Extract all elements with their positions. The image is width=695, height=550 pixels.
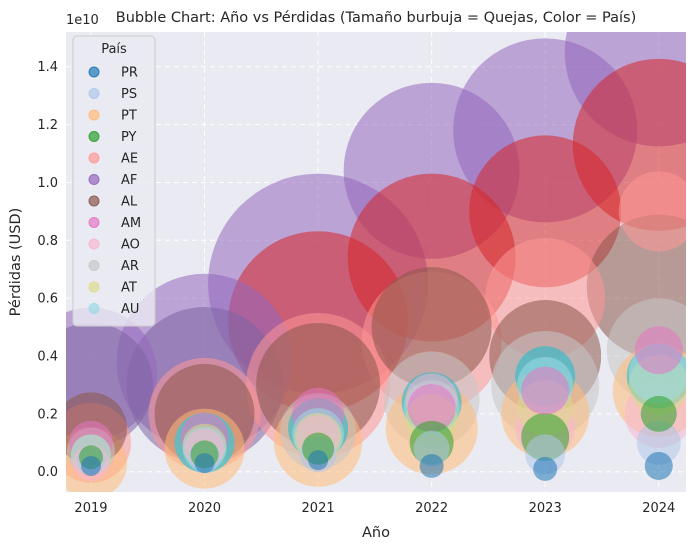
x-axis-ticks: 2019 2020 2021 2022 2023 2024 (74, 501, 675, 516)
legend-label: AO (121, 238, 140, 253)
x-tick-label: 2020 (188, 501, 221, 516)
y-tick-label: 1.2 (37, 118, 58, 133)
y-tick-label: 0.8 (37, 234, 58, 249)
bubble-ps (413, 430, 450, 467)
legend-label: PR (121, 66, 138, 81)
legend-marker (88, 131, 100, 142)
bubble-pr (80, 455, 101, 476)
legend-marker (88, 174, 100, 185)
legend-item-am: AM (88, 216, 141, 231)
legend-marker (88, 66, 100, 78)
legend-box (72, 35, 156, 327)
legend-label: AE (121, 152, 138, 167)
legend-item-ae: AE (88, 152, 138, 167)
legend-label: AF (121, 173, 137, 188)
legend-items: PR PS PT PY AE AF AL AM AO AR AT AU (88, 66, 141, 317)
bubble-pr (533, 456, 558, 481)
legend-item-au: AU (88, 302, 139, 317)
x-tick-label: 2019 (74, 501, 107, 516)
bubble-pr (308, 450, 329, 471)
x-axis-title: Año (362, 525, 390, 541)
bubble-am (634, 326, 683, 375)
legend-title: País (101, 42, 127, 57)
legend: País PR PS PT PY AE AF AL AM AO AR AT AU (72, 35, 156, 327)
legend-marker (88, 281, 100, 293)
legend-label: PS (121, 87, 137, 102)
legend-item-ps: PS (88, 87, 137, 102)
y-tick-label: 0.6 (37, 292, 58, 307)
bubble-ae (618, 171, 686, 252)
legend-marker (88, 303, 100, 314)
legend-item-ao: AO (88, 238, 140, 253)
legend-label: AT (121, 281, 137, 296)
legend-marker (88, 260, 100, 271)
legend-item-al: AL (88, 195, 138, 210)
y-axis-ticks: 0.0 0.2 0.4 0.6 0.8 1.0 1.2 1.4 (37, 60, 58, 480)
legend-marker (88, 88, 100, 99)
bubble-am (521, 366, 570, 415)
bubbles-layer (66, 32, 686, 492)
legend-item-af: AF (88, 173, 137, 188)
bubble-py (640, 395, 677, 432)
bubble-pr (419, 453, 444, 478)
x-tick-label: 2024 (642, 501, 675, 516)
legend-item-py: PY (88, 130, 137, 145)
legend-label: AR (121, 259, 139, 274)
legend-marker (88, 238, 100, 250)
y-offset-text: 1e10 (66, 13, 99, 28)
legend-label: AL (121, 195, 138, 210)
legend-marker (88, 195, 100, 207)
legend-item-at: AT (88, 281, 137, 296)
y-tick-label: 1.4 (37, 60, 58, 75)
legend-marker (88, 217, 100, 228)
bubble-am (407, 384, 456, 433)
y-tick-label: 1.0 (37, 176, 58, 191)
legend-label: AM (121, 216, 141, 231)
legend-item-pr: PR (88, 66, 138, 81)
bubble-al (371, 267, 492, 388)
y-tick-label: 0.2 (37, 407, 58, 422)
legend-label: PT (121, 109, 137, 124)
legend-label: PY (121, 130, 137, 145)
legend-item-pt: PT (88, 109, 137, 124)
legend-label: AU (121, 302, 139, 317)
legend-marker (88, 152, 100, 164)
legend-marker (88, 109, 100, 121)
bubble-ps (636, 420, 681, 465)
x-tick-label: 2021 (302, 501, 335, 516)
y-tick-label: 0.4 (37, 350, 58, 365)
x-tick-label: 2023 (529, 501, 562, 516)
y-tick-label: 0.0 (37, 465, 58, 480)
y-axis-title: Pérdidas (USD) (8, 208, 24, 317)
bubble-pr (194, 453, 215, 474)
chart-title: Bubble Chart: Año vs Pérdidas (Tamaño bu… (116, 10, 637, 26)
bubble-pr (644, 451, 673, 480)
bubble-ae (469, 135, 622, 288)
x-tick-label: 2022 (415, 501, 448, 516)
legend-item-ar: AR (88, 259, 139, 274)
